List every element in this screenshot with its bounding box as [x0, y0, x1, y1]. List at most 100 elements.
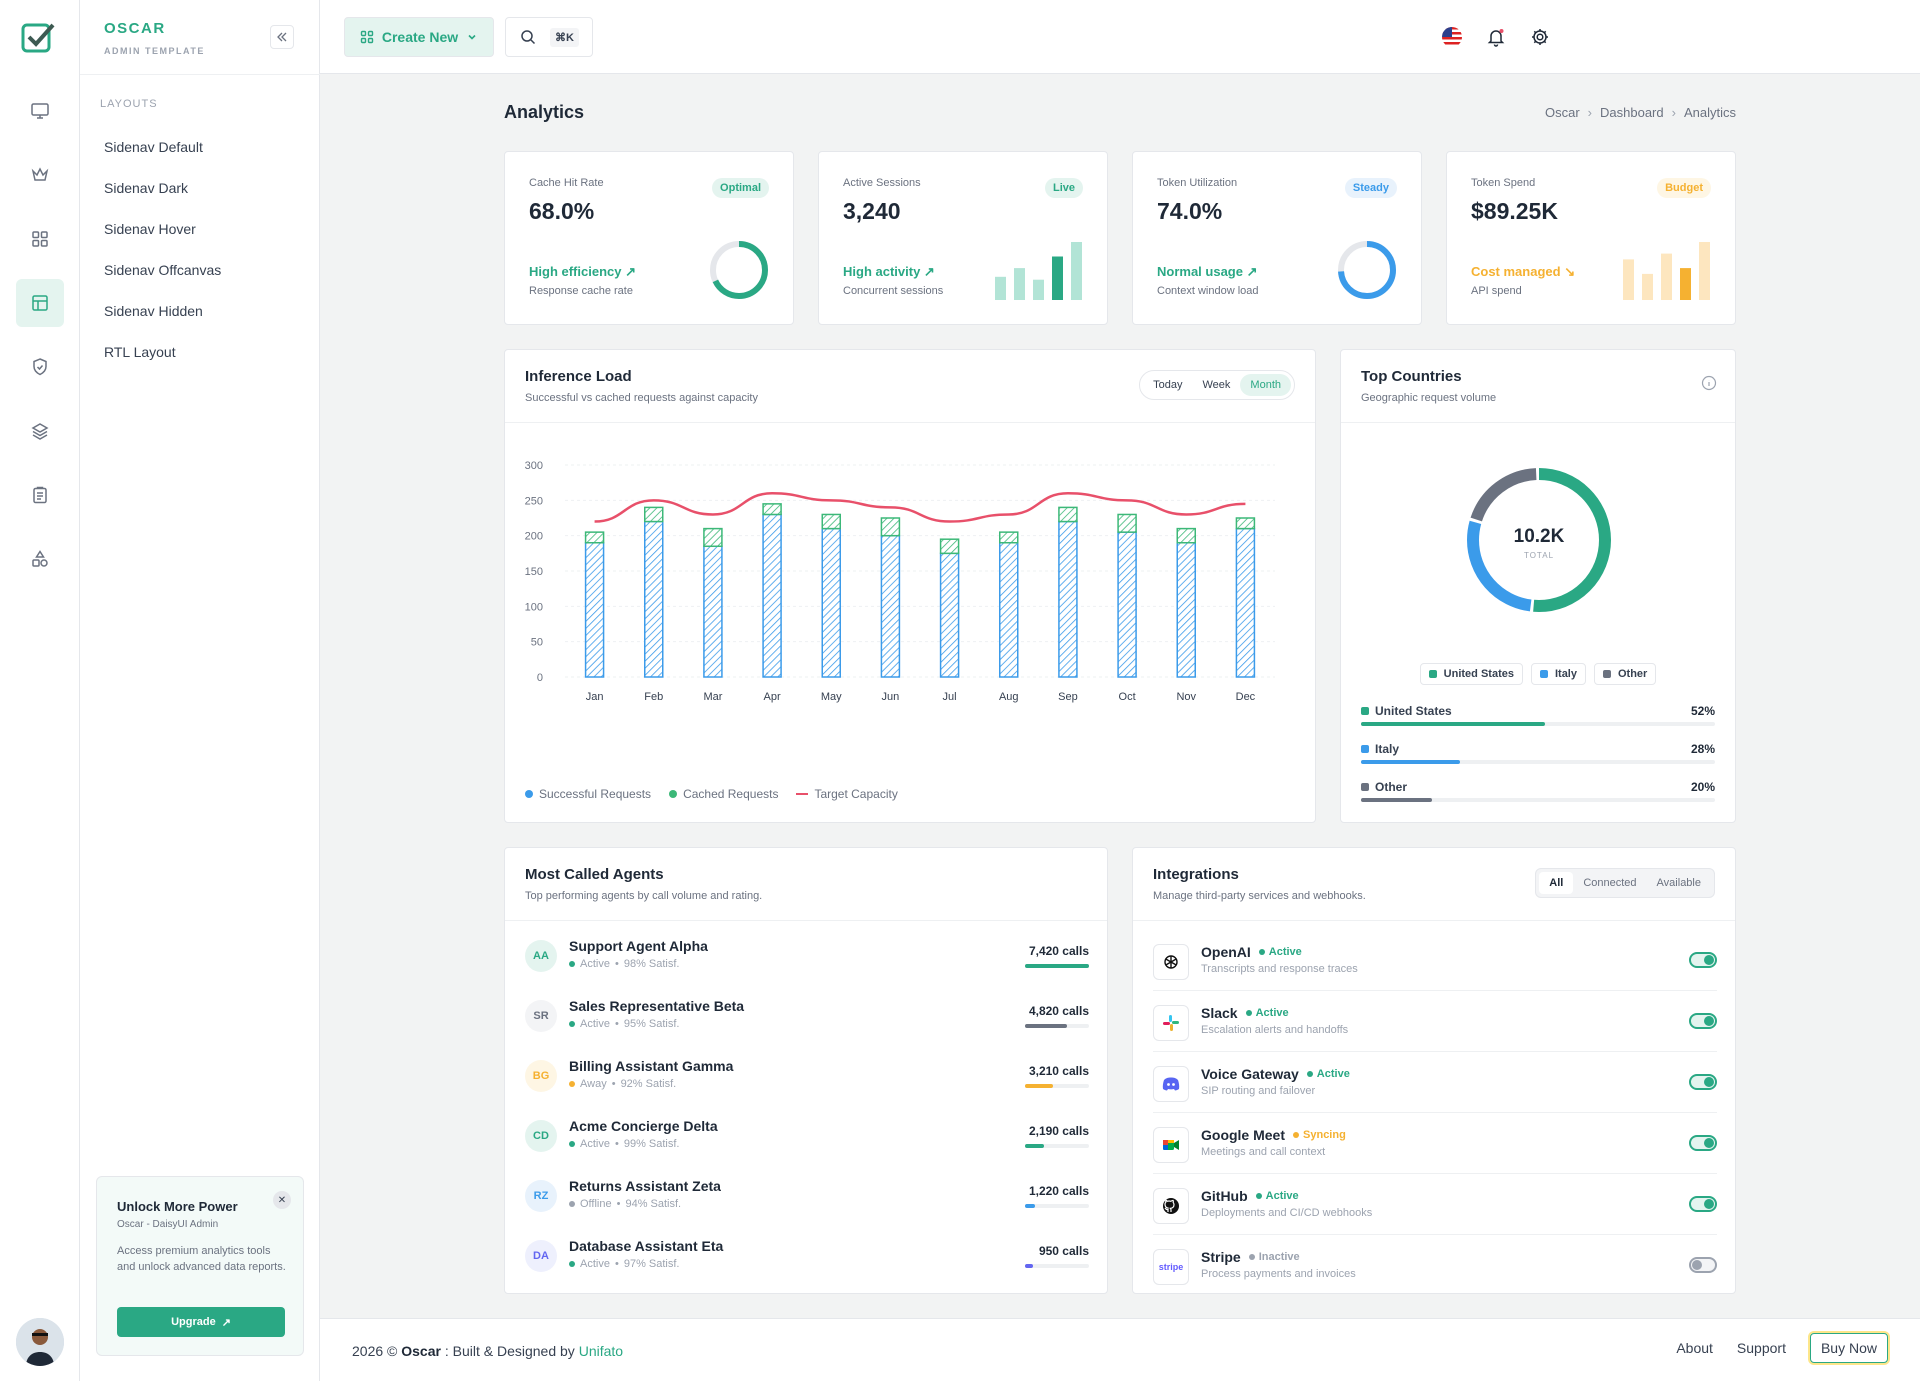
breadcrumb-item[interactable]: Dashboard: [1600, 105, 1664, 120]
app-logo-icon[interactable]: [20, 20, 56, 56]
chevron-down-icon: [468, 34, 476, 40]
user-avatar[interactable]: [16, 1318, 64, 1366]
agent-meta: Active • 95% Satisf.: [569, 1018, 679, 1030]
x-tick-label: Nov: [1176, 691, 1196, 703]
x-tick-label: Feb: [644, 691, 663, 703]
x-tick-label: May: [821, 691, 842, 703]
upgrade-promo-card: Unlock More Power Oscar - DaisyUI Admin …: [96, 1176, 304, 1356]
bar-successful[interactable]: [703, 545, 723, 678]
bar-successful[interactable]: [1235, 527, 1256, 678]
kpi-value: 74.0%: [1157, 198, 1223, 224]
legend-item[interactable]: Successful Requests: [525, 787, 651, 801]
footer-link-support[interactable]: Support: [1736, 1340, 1786, 1356]
bar-successful[interactable]: [1176, 541, 1196, 678]
donut-slice[interactable]: [1467, 468, 1611, 612]
breadcrumb-item[interactable]: Oscar: [1545, 105, 1580, 120]
bar-cached[interactable]: [1117, 513, 1137, 533]
buy-now-button[interactable]: Buy Now: [1809, 1333, 1888, 1363]
agent-name: Support Agent Alpha: [569, 938, 708, 954]
bar-cached[interactable]: [1058, 506, 1078, 523]
legend-label: Successful Requests: [539, 787, 652, 801]
crown-icon[interactable]: [16, 151, 64, 199]
bar-cached[interactable]: [1176, 527, 1196, 544]
tab-connected[interactable]: Connected: [1583, 877, 1637, 889]
bar-successful[interactable]: [1058, 520, 1078, 678]
clipboard-icon[interactable]: [16, 471, 64, 519]
legend-item[interactable]: Target Capacity: [796, 787, 898, 801]
bar-successful[interactable]: [821, 527, 841, 678]
shapes-icon[interactable]: [16, 535, 64, 583]
legend-item[interactable]: Italy: [1530, 663, 1586, 685]
legend-item[interactable]: Cached Requests: [669, 787, 778, 801]
calls-progress-bar: [1025, 964, 1089, 968]
bar-successful[interactable]: [1117, 531, 1137, 678]
sidebar-item-sidenav-default[interactable]: Sidenav Default: [104, 139, 203, 155]
tab-month[interactable]: Month: [1240, 374, 1291, 396]
tab-all[interactable]: All: [1539, 872, 1574, 894]
legend-marker: [1602, 670, 1611, 678]
close-icon[interactable]: ✕: [273, 1191, 291, 1209]
bar-cached[interactable]: [644, 506, 664, 523]
bar-cached[interactable]: [584, 531, 605, 544]
legend-item[interactable]: United States: [1419, 663, 1523, 685]
integration-toggle[interactable]: [1689, 1013, 1717, 1029]
bar-successful[interactable]: [939, 552, 960, 678]
bar-successful[interactable]: [584, 541, 605, 678]
bar-cached[interactable]: [880, 517, 901, 537]
agent-satisfaction: 97% Satisf.: [623, 1258, 680, 1270]
collapse-sidebar-button[interactable]: [270, 25, 294, 49]
bar-cached[interactable]: [821, 513, 841, 530]
bar-successful[interactable]: [762, 513, 782, 678]
shield-check-icon[interactable]: [16, 343, 64, 391]
integration-toggle[interactable]: [1689, 1135, 1717, 1151]
bar-cached[interactable]: [1235, 517, 1256, 530]
agent-meta: Offline • 94% Satisf.: [569, 1198, 681, 1210]
footer-author-link[interactable]: Unifato: [578, 1343, 624, 1359]
info-icon[interactable]: [1701, 375, 1717, 391]
monitor-icon[interactable]: [16, 87, 64, 135]
bar-cached[interactable]: [939, 538, 960, 555]
bar-successful[interactable]: [999, 541, 1019, 678]
legend-item[interactable]: Other: [1593, 663, 1657, 685]
create-new-button[interactable]: Create New: [344, 17, 494, 57]
bar-cached[interactable]: [999, 531, 1019, 544]
integration-toggle[interactable]: [1689, 952, 1717, 968]
kpi-card-cache-hit: Cache Hit Rate 68.0% Optimal High effici…: [504, 151, 794, 325]
bar-cached[interactable]: [762, 503, 782, 516]
bar-successful[interactable]: [880, 534, 901, 678]
bar-cached[interactable]: [703, 527, 723, 548]
donut-slice[interactable]: [1467, 468, 1611, 612]
agent-row[interactable]: CD Acme Concierge Delta Active • 99% Satis…: [525, 1110, 1089, 1170]
kpi-trend: Normal usage ↗: [1157, 264, 1258, 280]
bar-successful[interactable]: [644, 520, 664, 678]
footer-link-about[interactable]: About: [1676, 1340, 1713, 1356]
layers-icon[interactable]: [16, 407, 64, 455]
integration-toggle[interactable]: [1689, 1074, 1717, 1090]
sidebar-item-sidenav-hidden[interactable]: Sidenav Hidden: [104, 303, 203, 319]
us-flag-icon[interactable]: [1440, 25, 1464, 49]
integration-toggle[interactable]: [1689, 1196, 1717, 1212]
agent-row[interactable]: BG Billing Assistant Gamma Away • 92% Sati…: [525, 1050, 1089, 1110]
tab-today[interactable]: Today: [1153, 379, 1183, 391]
search-button[interactable]: ⌘K: [505, 17, 593, 57]
agent-row[interactable]: RZ Returns Assistant Zeta Offline • 94% Sa…: [525, 1170, 1089, 1230]
agent-row[interactable]: DA Database Assistant Eta Active • 97% Sat…: [525, 1230, 1089, 1290]
agent-row[interactable]: SR Sales Representative Beta Active • 95% …: [525, 990, 1089, 1050]
sidebar-item-rtl-layout[interactable]: RTL Layout: [104, 344, 176, 360]
sidebar-item-sidenav-dark[interactable]: Sidenav Dark: [104, 180, 189, 196]
kpi-label: Active Sessions: [843, 177, 921, 189]
apps-grid-icon[interactable]: [16, 215, 64, 263]
gear-icon[interactable]: [1528, 25, 1552, 49]
tab-available[interactable]: Available: [1656, 877, 1701, 889]
toggle-knob: [1704, 1077, 1714, 1087]
layout-icon[interactable]: [16, 279, 64, 327]
bell-icon[interactable]: [1484, 25, 1508, 49]
integration-toggle[interactable]: [1689, 1257, 1717, 1273]
sidebar-item-sidenav-hover[interactable]: Sidenav Hover: [104, 221, 196, 237]
tab-week[interactable]: Week: [1202, 379, 1231, 391]
separator-dot: •: [614, 1138, 619, 1150]
agent-row[interactable]: AA Support Agent Alpha Active • 98% Satisf…: [525, 930, 1089, 990]
upgrade-button[interactable]: Upgrade ↗: [117, 1307, 285, 1337]
progress-fill: [1361, 760, 1461, 764]
sidebar-item-sidenav-offcanvas[interactable]: Sidenav Offcanvas: [104, 262, 222, 278]
